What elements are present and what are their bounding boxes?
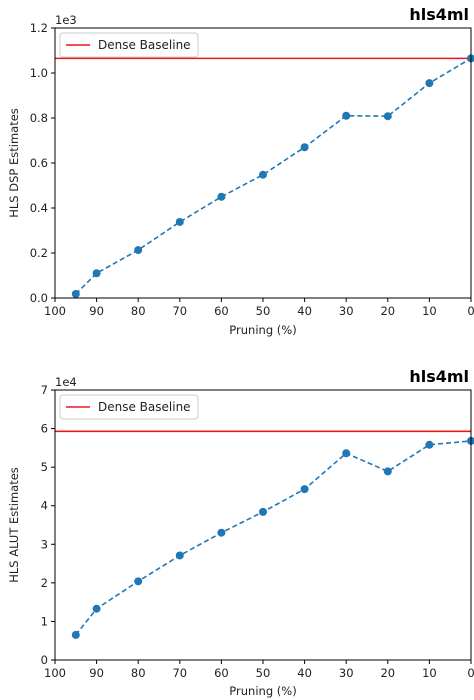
plot-frame xyxy=(54,27,472,299)
x-tick-label: 40 xyxy=(297,666,312,680)
data-point xyxy=(259,507,267,516)
data-point xyxy=(71,630,80,639)
x-tick-label: 90 xyxy=(89,666,104,680)
legend: Dense Baseline xyxy=(59,32,199,58)
data-point xyxy=(175,217,184,226)
legend-box xyxy=(59,394,199,420)
legend-label: Dense Baseline xyxy=(98,400,191,414)
x-tick-label: 60 xyxy=(214,666,229,680)
y-tick-label: 0.8 xyxy=(30,111,48,125)
x-tick-label: 20 xyxy=(380,666,395,680)
data-point xyxy=(259,170,267,179)
plot-frame xyxy=(54,389,472,661)
series-line xyxy=(75,440,472,636)
brand-label: hls4ml xyxy=(409,367,469,386)
x-tick-label: 0 xyxy=(467,666,474,680)
x-tick-label: 0 xyxy=(467,304,474,318)
y-offset-label: 1e4 xyxy=(55,375,77,389)
data-point xyxy=(92,604,101,613)
y-tick-label: 0.6 xyxy=(30,156,48,170)
x-tick-label: 10 xyxy=(422,304,437,318)
data-point xyxy=(425,440,434,449)
data-point xyxy=(383,112,392,121)
legend: Dense Baseline xyxy=(59,394,199,420)
y-axis-label: HLS DSP Estimates xyxy=(7,108,21,218)
x-tick-label: 70 xyxy=(172,666,187,680)
data-point xyxy=(92,269,101,278)
x-axis-label: Pruning (%) xyxy=(229,323,296,337)
x-tick-label: 70 xyxy=(172,304,187,318)
y-tick-label: 1.0 xyxy=(30,66,48,80)
x-tick-label: 50 xyxy=(256,304,271,318)
x-tick-label: 30 xyxy=(339,304,354,318)
y-tick-label: 1.2 xyxy=(30,21,48,35)
y-tick-label: 0.2 xyxy=(30,246,48,260)
x-tick-label: 90 xyxy=(89,304,104,318)
marks xyxy=(71,436,474,639)
series-line xyxy=(75,57,472,295)
x-tick-label: 20 xyxy=(380,304,395,318)
x-tick-label: 60 xyxy=(214,304,229,318)
legend-label: Dense Baseline xyxy=(98,38,191,52)
x-tick-label: 30 xyxy=(339,666,354,680)
data-point xyxy=(342,449,351,458)
x-tick-label: 80 xyxy=(131,304,146,318)
y-tick-label: 4 xyxy=(41,499,48,513)
y-offset-label: 1e3 xyxy=(55,13,77,27)
lines xyxy=(55,57,472,295)
y-tick-label: 1 xyxy=(41,614,48,628)
x-tick-label: 100 xyxy=(44,666,66,680)
data-point xyxy=(342,111,351,120)
data-point xyxy=(300,485,309,494)
data-point xyxy=(134,246,143,255)
lines xyxy=(55,430,472,636)
y-tick-label: 0.0 xyxy=(30,291,48,305)
data-point xyxy=(217,528,226,537)
y-tick-label: 2 xyxy=(41,576,48,590)
data-point xyxy=(134,577,143,586)
x-tick-label: 80 xyxy=(131,666,146,680)
y-tick-label: 0 xyxy=(41,653,48,667)
ticks: 100 90 80 70 60 50 40 30 20 10 00.00.20.40.60.81.0… xyxy=(30,21,474,318)
y-tick-label: 0.4 xyxy=(30,201,48,215)
marks xyxy=(71,54,474,298)
y-tick-label: 3 xyxy=(41,537,48,551)
x-tick-label: 10 xyxy=(422,666,437,680)
data-point xyxy=(217,192,226,201)
x-axis-label: Pruning (%) xyxy=(229,684,296,698)
x-tick-label: 40 xyxy=(297,304,312,318)
x-tick-label: 50 xyxy=(256,666,271,680)
data-point xyxy=(71,289,80,298)
dsp-chart: 1e3 hls4ml 100 90 80 70 60 50 40 30 20 10 00.00.20… xyxy=(7,5,474,337)
y-tick-label: 6 xyxy=(41,422,48,436)
x-tick-label: 100 xyxy=(44,304,66,318)
y-tick-label: 5 xyxy=(41,460,48,474)
data-point xyxy=(300,143,309,152)
alut-chart: 1e4 hls4ml 100 90 80 70 60 50 40 30 20 10 00123456… xyxy=(7,367,474,698)
legend-box xyxy=(59,32,199,58)
data-point xyxy=(425,79,434,88)
brand-label: hls4ml xyxy=(409,5,469,24)
y-tick-label: 7 xyxy=(41,383,48,397)
data-point xyxy=(175,551,184,560)
y-axis-label: HLS ALUT Estimates xyxy=(7,467,21,583)
data-point xyxy=(383,467,392,476)
